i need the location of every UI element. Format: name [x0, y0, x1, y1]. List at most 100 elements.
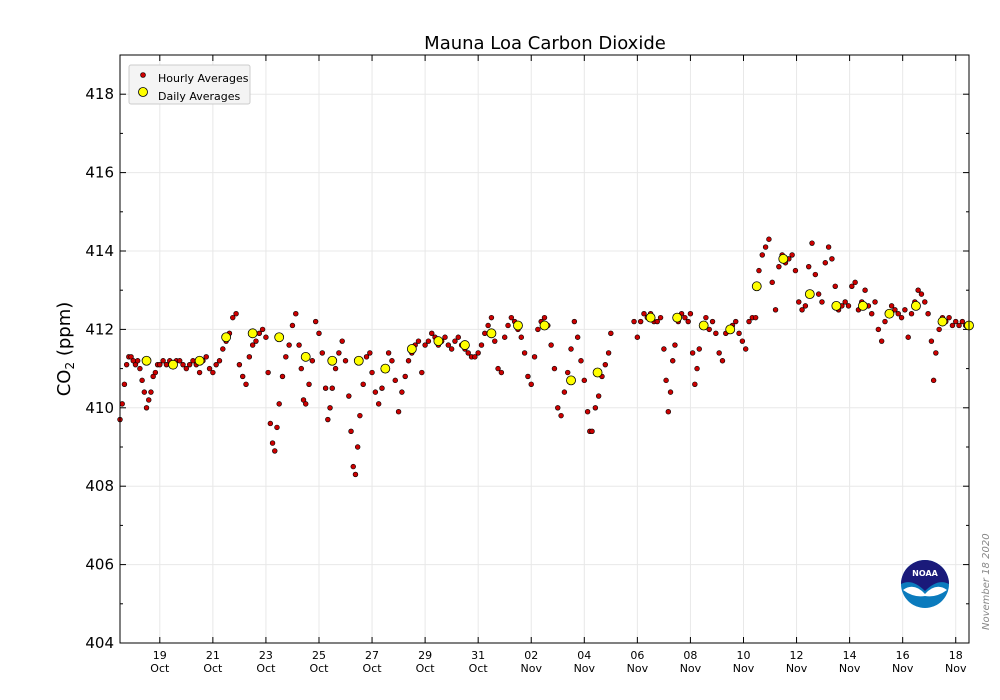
daily-point [406, 344, 417, 354]
x-tick-day-label: 21 [206, 649, 220, 662]
hourly-point [375, 401, 382, 407]
daily-point [937, 316, 948, 327]
hourly-point [163, 361, 170, 368]
legend-box [128, 64, 251, 105]
hourly-point [825, 244, 832, 250]
x-tick-month-label: Nov [574, 662, 596, 675]
daily-point [194, 355, 205, 366]
plot-frame [119, 54, 970, 644]
hourly-point [146, 397, 152, 403]
hourly-point [216, 358, 223, 364]
x-tick-month-label: Nov [521, 662, 543, 675]
hourly-point [267, 420, 274, 427]
hourly-point [852, 279, 858, 286]
hourly-point [769, 279, 775, 286]
hourly-point [360, 381, 366, 387]
hourly-point [809, 240, 815, 246]
hourly-point [796, 299, 802, 305]
hourly-point [531, 354, 538, 360]
hourly-series [117, 236, 972, 478]
hourly-point [756, 267, 762, 274]
x-tick-month-label: Oct [416, 662, 436, 675]
hourly-point [672, 342, 678, 348]
hourly-point [581, 377, 587, 384]
hourly-point [665, 409, 672, 415]
hourly-point [592, 405, 599, 411]
daily-point [221, 332, 232, 343]
hourly-point [776, 263, 782, 270]
hourly-point [220, 346, 226, 352]
hourly-point [602, 361, 609, 368]
hourly-point [902, 307, 908, 313]
hourly-point [936, 326, 942, 333]
x-tick-month-label: Nov [680, 662, 702, 675]
hourly-point [316, 330, 322, 337]
hourly-point [508, 314, 515, 321]
daily-point [274, 332, 285, 343]
hourly-point [256, 330, 262, 337]
y-tick-label: 416 [85, 164, 114, 182]
hourly-point [822, 260, 828, 266]
hourly-point [802, 303, 809, 309]
hourly-point [949, 322, 956, 329]
hourly-point [206, 365, 213, 372]
hourly-point [892, 307, 898, 313]
y-axis-label: CO2 (ppm) [54, 302, 77, 397]
hourly-point [160, 358, 166, 364]
hourly-point [157, 361, 163, 368]
daily-point [592, 367, 603, 378]
x-tick-day-label: 10 [736, 649, 750, 662]
x-axis: 19Oct21Oct23Oct25Oct27Oct29Oct31Oct02Nov… [150, 55, 967, 675]
hourly-point [203, 354, 209, 360]
hourly-point [842, 299, 848, 305]
daily-point [486, 328, 497, 339]
hourly-point [561, 389, 568, 395]
legend-daily-marker [138, 87, 148, 97]
hourly-point [336, 350, 342, 356]
hourly-point [766, 236, 772, 242]
hourly-point [706, 326, 712, 333]
hourly-point [452, 338, 458, 344]
hourly-point [269, 440, 276, 446]
hourly-point [319, 350, 326, 356]
hourly-point [849, 283, 855, 289]
hourly-point [196, 369, 203, 376]
hourly-point [392, 377, 398, 384]
hourly-point [415, 338, 422, 344]
hourly-point [369, 369, 375, 376]
hourly-point [213, 361, 219, 368]
hourly-point [332, 365, 339, 372]
daily-point [698, 320, 709, 331]
hourly-point [736, 330, 742, 337]
hourly-point [928, 338, 935, 344]
x-tick-month-label: Oct [256, 662, 276, 675]
daily-point [911, 300, 921, 311]
x-tick-month-label: Oct [150, 662, 170, 675]
daily-point [884, 308, 895, 319]
hourly-point [478, 342, 485, 348]
hourly-point [925, 311, 931, 317]
y-tick-label: 412 [85, 320, 114, 338]
hourly-point [339, 338, 345, 344]
hourly-point [584, 409, 591, 415]
hourly-point [551, 365, 558, 372]
x-tick-day-label: 23 [259, 649, 273, 662]
y-tick-label: 410 [85, 399, 114, 417]
hourly-point [363, 354, 370, 360]
hourly-point [872, 299, 878, 305]
legend-hourly-marker [140, 72, 146, 78]
y-tick-label: 408 [85, 477, 114, 495]
hourly-point [869, 311, 875, 317]
hourly-point [253, 338, 259, 344]
hourly-point [685, 318, 691, 325]
hourly-point [595, 393, 602, 399]
x-tick-day-label: 18 [949, 649, 963, 662]
hourly-point [654, 318, 660, 325]
x-tick-day-label: 16 [896, 649, 910, 662]
hourly-point [475, 350, 481, 356]
hourly-point [354, 444, 361, 450]
hourly-point [327, 405, 333, 411]
hourly-point [298, 365, 304, 372]
daily-point [168, 359, 178, 370]
hourly-point [631, 318, 637, 325]
